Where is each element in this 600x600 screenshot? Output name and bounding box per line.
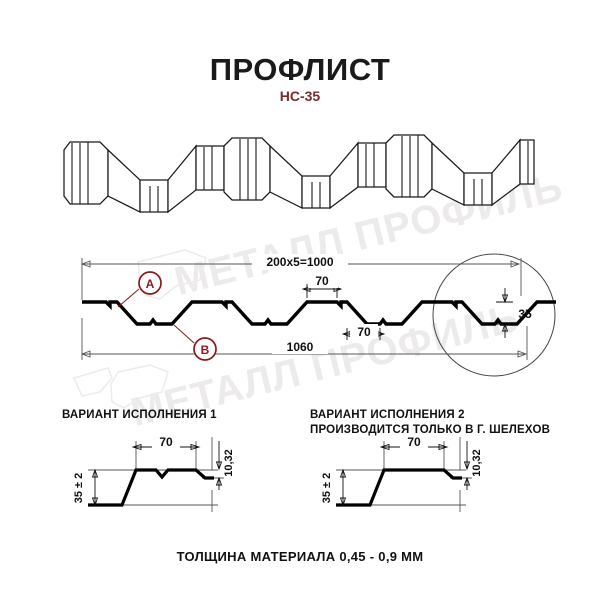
variant-1-dimension-width-text: 70	[159, 435, 173, 449]
dimension-text-valley: 70	[357, 325, 371, 339]
dimension-overall-bottom: 1060	[80, 337, 528, 358]
cross-section-profile	[82, 300, 556, 326]
variant-1-drawing: 70 10,32 35 ± 2	[73, 435, 235, 512]
dimension-crest-width: 70	[301, 272, 343, 298]
dimension-height: 35	[496, 288, 532, 338]
variant-1-dimension-height-text: 35 ± 2	[73, 473, 85, 504]
marker-a: A	[117, 271, 162, 308]
dimension-text-bottom: 1060	[287, 340, 314, 354]
variant-1-title-block: ВАРИАНТ ИСПОЛНЕНИЯ 1	[62, 408, 217, 423]
variant-2-title-line1: ВАРИАНТ ИСПОЛНЕНИЯ 2	[310, 409, 465, 421]
variant-2-dimension-thickness: 10,32	[463, 441, 483, 490]
variant-1-dimension-thickness-text: 10,32	[223, 449, 235, 477]
variant-2-profile	[336, 468, 462, 507]
page-subtitle: НС-35	[279, 88, 321, 104]
variant-1-dimension-width: 70	[131, 435, 201, 451]
dimension-text-height: 35	[518, 307, 532, 321]
page-title: ПРОФЛИСТ	[209, 52, 391, 87]
variant-1-title-line1: ВАРИАНТ ИСПОЛНЕНИЯ 1	[62, 409, 217, 421]
corrugation-segment-group	[63, 134, 535, 214]
dimension-overall-top: 200x5=1000	[80, 254, 521, 270]
variant-1-profile	[88, 468, 214, 507]
corrugated-sheet-3d	[63, 134, 535, 214]
variant-2-title-line2: ПРОИЗВОДИТСЯ ТОЛЬКО В Г. ШЕЛЕХОВ	[310, 424, 551, 436]
watermark-logo-mark-extra	[72, 367, 113, 397]
variant-2-dimension-thickness-text: 10,32	[471, 449, 483, 477]
rib-lines	[71, 135, 529, 212]
dimension-text-top: 200x5=1000	[266, 255, 333, 269]
dimension-text-crest: 70	[315, 274, 329, 288]
dimension-valley-width: 70	[341, 324, 386, 340]
extension-lines	[81, 258, 528, 360]
variant-2-dimension-height: 35 ± 2	[321, 468, 347, 507]
variant-2-dimension-height-text: 35 ± 2	[321, 473, 333, 504]
variant-1-dimension-thickness: 10,32	[215, 441, 235, 490]
variant-2-drawing: 70 10,32 35 ± 2	[321, 435, 483, 512]
variant-2-title-block: ВАРИАНТ ИСПОЛНЕНИЯ 2 ПРОИЗВОДИТСЯ ТОЛЬКО…	[310, 408, 550, 438]
detail-circle	[432, 253, 556, 377]
variant-2-dimension-width: 70	[379, 435, 449, 451]
marker-b-label: B	[201, 343, 210, 357]
material-thickness-note: ТОЛЩИНА МАТЕРИАЛА 0,45 - 0,9 ММ	[176, 549, 424, 564]
watermark-logo-mark-bottom	[110, 364, 169, 409]
marker-a-label: A	[146, 277, 155, 291]
variant-2-dimension-width-text: 70	[407, 435, 421, 449]
marker-b: B	[173, 324, 217, 361]
variant-1-dimension-height: 35 ± 2	[73, 468, 99, 507]
